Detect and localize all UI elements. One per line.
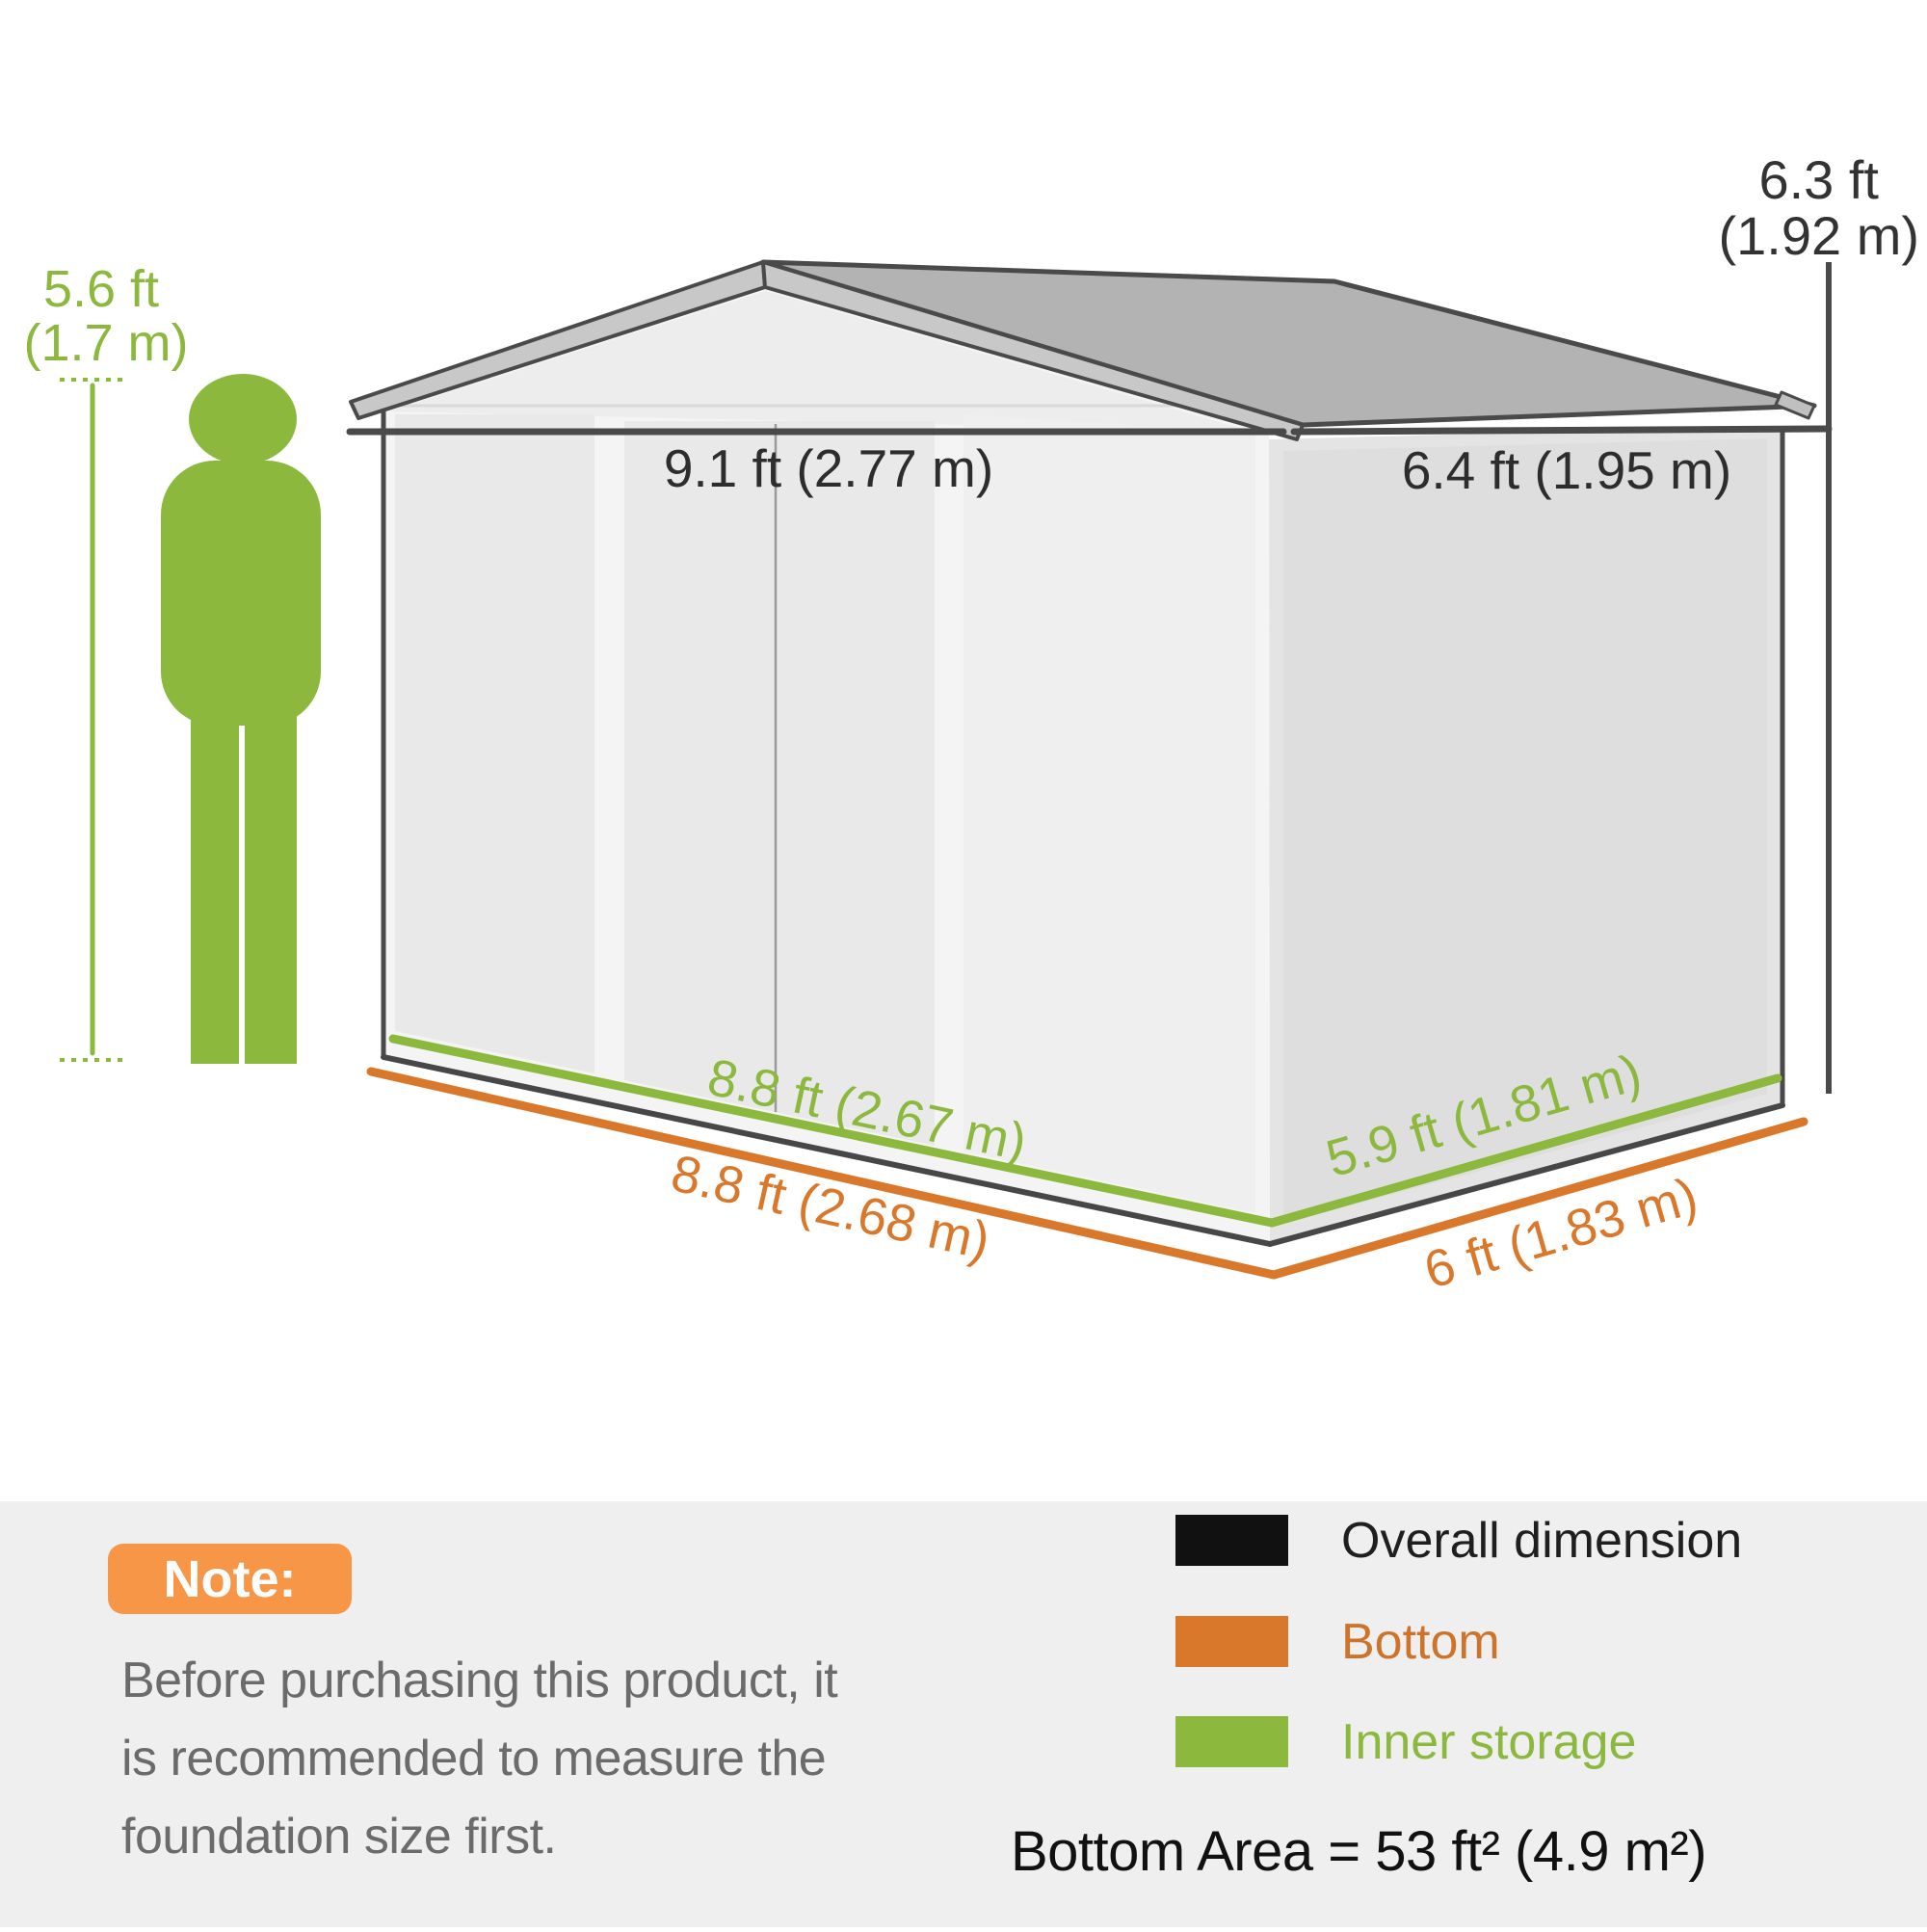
- roof-right-tip: [1774, 390, 1816, 420]
- overall-dimension-swatch: [1175, 1515, 1288, 1566]
- front-wall-left-panel: [395, 414, 594, 1073]
- inner-storage-line-side: [1267, 1073, 1782, 1228]
- bottom-swatch: [1175, 1616, 1288, 1667]
- shed-gable-face: [389, 291, 1253, 432]
- side-wall-panel: [1283, 438, 1767, 1224]
- bottom-area-text: Bottom Area = 53 ft² (4.9 m²): [1010, 1820, 1707, 1883]
- overall-height-label-m: (1.92 m): [1719, 205, 1920, 266]
- bottom-line-front: [366, 1067, 1279, 1280]
- note-line: is recommended to measure the: [121, 1731, 827, 1786]
- legend-row-bottom: Bottom: [1175, 1614, 1500, 1670]
- legend-label-overall: Overall dimension: [1341, 1512, 1743, 1569]
- info-band: Note: Before purchasing this product, it…: [0, 1501, 1927, 1927]
- depth-measure-line: [1290, 425, 1833, 436]
- front-door-panels: [624, 421, 935, 1146]
- legend-row-overall: Overall dimension: [1175, 1513, 1742, 1569]
- overall-height-label-ft: 6.3 ft: [1758, 149, 1879, 210]
- person-silhouette: [161, 374, 321, 1064]
- note-line: Before purchasing this product, it: [121, 1653, 838, 1708]
- person-right-leg: [245, 665, 297, 1064]
- base-lines: [366, 1034, 1808, 1280]
- note-badge-label: Note:: [163, 1549, 297, 1608]
- person-height-label-m: (1.7 m): [23, 314, 188, 372]
- front-wall-right-panel: [964, 414, 1255, 1213]
- person-head: [189, 374, 297, 464]
- bottom-line-side: [1269, 1117, 1808, 1280]
- inner-storage-line-front: [388, 1034, 1277, 1228]
- note-line: foundation size first.: [121, 1809, 557, 1865]
- overall-depth-label: 6.4 ft (1.95 m): [1402, 440, 1731, 500]
- note-text: Before purchasing this product, it is re…: [121, 1642, 911, 1876]
- overall-width-label: 9.1 ft (2.77 m): [664, 438, 993, 498]
- person-height-label-ft: 5.6 ft: [43, 260, 159, 318]
- person-torso: [161, 461, 321, 726]
- note-badge: Note:: [108, 1544, 352, 1614]
- overall-bottom-edge-side: [1267, 1102, 1785, 1247]
- legend-label-inner: Inner storage: [1341, 1713, 1637, 1770]
- measurement-lines: [346, 262, 1833, 1094]
- overall-bottom-edge-front: [381, 1054, 1273, 1247]
- inner-storage-swatch: [1175, 1716, 1288, 1767]
- person-height-measure: [60, 374, 321, 1064]
- person-left-leg: [191, 665, 239, 1064]
- shed-illustration: [349, 259, 1817, 1244]
- roof-front-right-fascia: [761, 260, 1305, 441]
- legend-label-bottom: Bottom: [1341, 1613, 1500, 1670]
- legend-row-inner: Inner storage: [1175, 1714, 1636, 1770]
